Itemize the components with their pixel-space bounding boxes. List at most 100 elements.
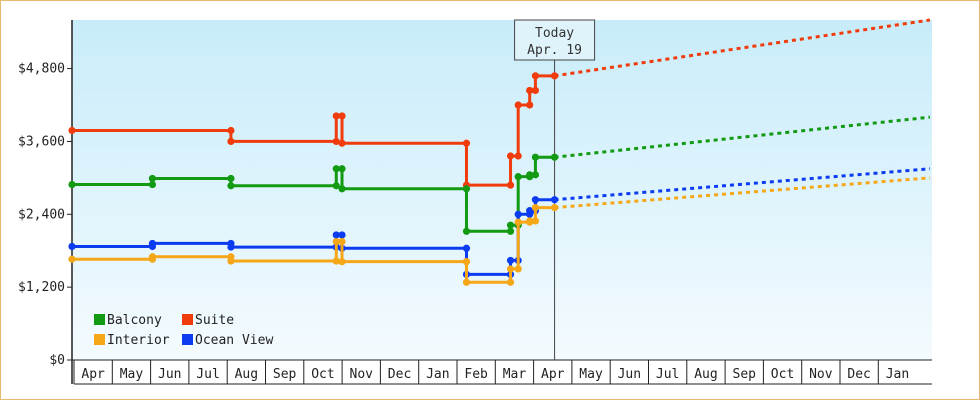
legend-label-balcony: Balcony — [107, 313, 162, 328]
today-marker: Today Apr. 19 — [514, 19, 596, 360]
data-point — [526, 86, 534, 95]
x-tick-label: Jun — [158, 367, 181, 382]
series-balcony — [68, 115, 931, 235]
x-tick-label: Oct — [771, 367, 794, 382]
data-point — [526, 207, 534, 215]
data-point — [332, 257, 340, 265]
x-tick-label: Aug — [235, 367, 258, 382]
y-tick-label: $0 — [49, 353, 65, 368]
plot-background — [72, 20, 932, 360]
y-axis: $0 $1,200 $2,400 $3,600 $4,800 — [18, 20, 73, 384]
data-point — [462, 258, 471, 266]
data-point — [332, 182, 340, 190]
data-point — [506, 256, 515, 265]
data-point — [227, 243, 235, 251]
forecast-line-balcony — [554, 115, 931, 159]
data-point — [514, 152, 522, 160]
x-tick-label: Aug — [694, 367, 717, 382]
data-point — [338, 165, 346, 173]
data-point — [462, 278, 471, 286]
x-tick-label: Mar — [503, 367, 527, 382]
legend-swatch-suite — [182, 314, 193, 325]
data-point — [68, 255, 76, 263]
x-axis: Apr May Jun Jul Aug Sep Oct Nov Dec Jan Feb Mar Apr M… — [72, 359, 932, 385]
data-point — [550, 153, 559, 161]
data-point — [148, 239, 157, 248]
data-point — [506, 221, 515, 229]
data-point — [514, 265, 522, 273]
data-point — [526, 171, 534, 179]
data-point — [68, 126, 76, 135]
data-point — [462, 244, 471, 252]
x-tick-label: Nov — [809, 367, 833, 382]
x-tick-label: Sep — [273, 367, 297, 382]
data-point — [506, 181, 515, 189]
legend: Balcony Suite Interior Ocean View — [94, 313, 273, 348]
data-point — [531, 171, 540, 179]
data-point — [531, 86, 540, 95]
data-point — [227, 126, 235, 135]
legend-swatch-balcony — [94, 314, 105, 325]
x-tick-label: Jun — [618, 367, 641, 382]
legend-swatch-ocean-view — [182, 334, 193, 345]
data-point — [338, 231, 346, 239]
data-point — [338, 185, 346, 193]
data-point — [68, 242, 76, 251]
data-point — [338, 258, 346, 266]
data-point — [332, 137, 340, 146]
data-point — [531, 204, 540, 212]
legend-swatch-interior — [94, 334, 105, 345]
data-point — [506, 278, 515, 286]
x-tick-label: Dec — [388, 367, 411, 382]
data-point — [550, 204, 559, 212]
data-point — [550, 72, 559, 80]
x-tick-label: Jul — [196, 367, 219, 382]
x-tick-label: Feb — [464, 367, 488, 382]
data-point — [526, 101, 534, 109]
data-point — [227, 182, 235, 190]
data-point — [338, 238, 346, 246]
x-tick-label: Apr — [541, 367, 565, 382]
legend-label-suite: Suite — [195, 313, 234, 328]
series-interior — [68, 176, 931, 286]
x-tick-label: Jan — [886, 367, 909, 382]
data-point — [148, 253, 157, 261]
data-point — [148, 174, 157, 183]
series-layer — [68, 18, 931, 286]
data-point — [550, 196, 559, 204]
today-label: Today — [535, 26, 574, 41]
data-point — [148, 180, 157, 189]
data-point — [514, 101, 522, 109]
data-point — [332, 231, 340, 239]
x-tick-label: May — [579, 367, 603, 382]
data-point — [506, 265, 515, 273]
x-tick-label: Sep — [733, 367, 757, 382]
today-date: Apr. 19 — [527, 43, 582, 58]
x-tick-label: Jan — [426, 367, 449, 382]
data-point — [531, 153, 540, 161]
x-tick-label: Dec — [847, 367, 870, 382]
data-point — [526, 217, 534, 225]
data-point — [227, 257, 235, 265]
data-point — [531, 217, 540, 225]
today-box — [514, 19, 596, 61]
legend-label-interior: Interior — [107, 333, 170, 348]
legend-label-ocean-view: Ocean View — [195, 333, 273, 348]
data-point — [338, 139, 346, 147]
data-point — [506, 227, 515, 235]
data-point — [531, 196, 540, 204]
forecast-line-ocean-view — [554, 167, 931, 202]
data-point — [332, 238, 340, 246]
y-tick-label: $1,200 — [18, 280, 65, 295]
data-point — [227, 137, 235, 146]
data-point — [514, 218, 522, 226]
data-point — [462, 185, 471, 193]
x-tick-label: May — [120, 367, 144, 382]
data-point — [68, 180, 76, 189]
data-point — [514, 173, 522, 181]
y-tick-label: $2,400 — [18, 207, 65, 222]
x-tick-label: Jul — [656, 367, 679, 382]
data-point — [506, 152, 515, 160]
x-tick-label: Oct — [311, 367, 334, 382]
